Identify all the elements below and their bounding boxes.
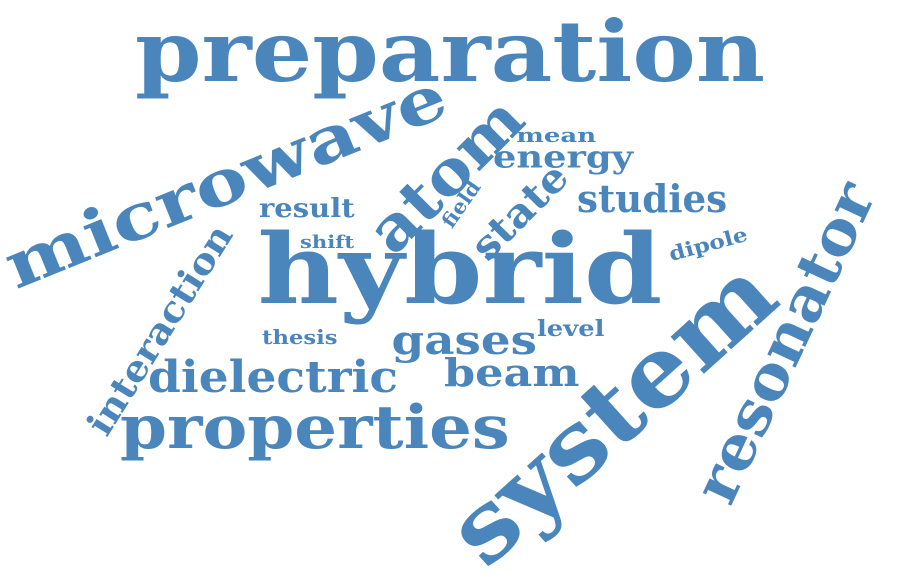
word-preparation: preparation bbox=[135, 2, 766, 101]
word-energy: energy bbox=[493, 139, 634, 176]
word-thesis: thesis bbox=[262, 325, 338, 349]
word-hybrid: hybrid bbox=[257, 213, 663, 326]
word-beam: beam bbox=[444, 350, 580, 395]
word-mean: mean bbox=[516, 123, 597, 147]
word-level: level bbox=[537, 316, 605, 342]
word-gases: gases bbox=[391, 317, 537, 364]
word-properties: properties bbox=[120, 393, 510, 463]
word-shift: shift bbox=[300, 232, 355, 253]
word-result: result bbox=[259, 194, 355, 224]
word-dielectric: dielectric bbox=[148, 352, 398, 403]
word-studies: studies bbox=[577, 176, 728, 221]
